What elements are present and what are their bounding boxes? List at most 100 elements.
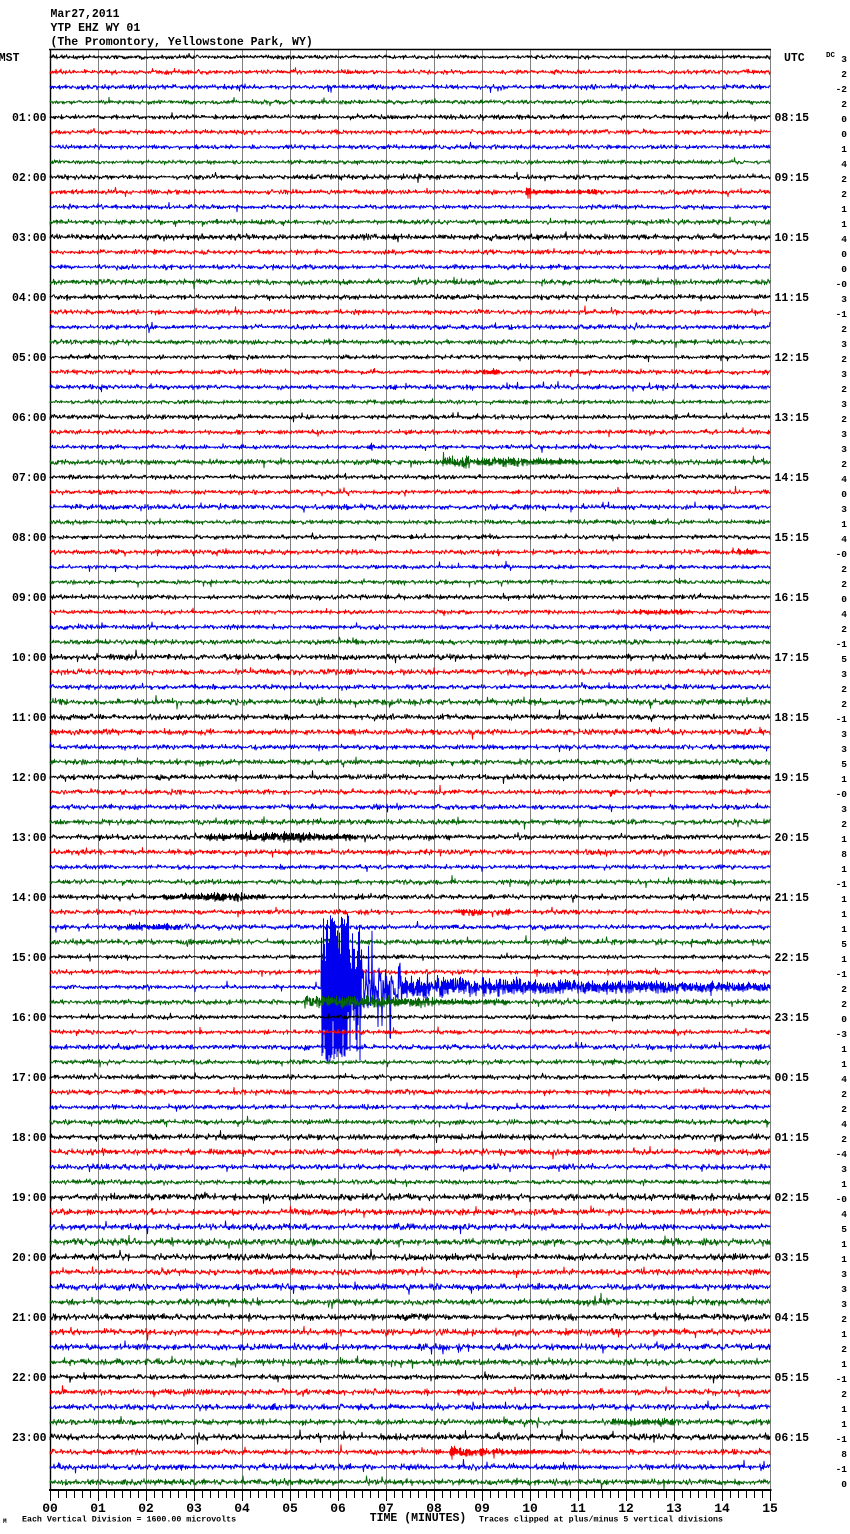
svg-text:8: 8 bbox=[841, 849, 847, 860]
svg-text:3: 3 bbox=[841, 339, 847, 350]
svg-text:3: 3 bbox=[841, 399, 847, 410]
svg-text:23:00: 23:00 bbox=[12, 1432, 47, 1445]
svg-text:MST: MST bbox=[0, 52, 20, 65]
svg-text:4: 4 bbox=[841, 609, 847, 620]
svg-text:21:15: 21:15 bbox=[775, 892, 810, 905]
svg-text:1: 1 bbox=[841, 1254, 847, 1265]
svg-text:-0: -0 bbox=[836, 549, 848, 560]
svg-text:06:00: 06:00 bbox=[12, 412, 47, 425]
svg-text:5: 5 bbox=[841, 939, 847, 950]
svg-text:1: 1 bbox=[841, 864, 847, 875]
svg-text:2: 2 bbox=[841, 684, 847, 695]
svg-text:Each Vertical Division = 1600.: Each Vertical Division = 1600.00 microvo… bbox=[22, 1515, 236, 1525]
svg-text:05:15: 05:15 bbox=[775, 1372, 810, 1385]
svg-text:10:00: 10:00 bbox=[12, 652, 47, 665]
svg-text:09:00: 09:00 bbox=[12, 592, 47, 605]
svg-text:1: 1 bbox=[841, 219, 847, 230]
svg-text:3: 3 bbox=[841, 54, 847, 65]
svg-text:12: 12 bbox=[618, 1501, 634, 1516]
svg-text:1: 1 bbox=[841, 894, 847, 905]
svg-text:-1: -1 bbox=[836, 969, 848, 980]
svg-text:2: 2 bbox=[841, 1389, 847, 1400]
svg-text:5: 5 bbox=[841, 759, 847, 770]
svg-text:2: 2 bbox=[841, 1134, 847, 1145]
svg-text:02: 02 bbox=[138, 1501, 154, 1516]
svg-text:4: 4 bbox=[841, 159, 847, 170]
svg-text:2: 2 bbox=[841, 174, 847, 185]
svg-text:08:00: 08:00 bbox=[12, 532, 47, 545]
svg-text:0: 0 bbox=[841, 1014, 847, 1025]
svg-text:19:00: 19:00 bbox=[12, 1192, 47, 1205]
svg-text:Traces clipped at plus/minus 5: Traces clipped at plus/minus 5 vertical … bbox=[479, 1515, 723, 1525]
svg-text:1: 1 bbox=[841, 1359, 847, 1370]
svg-text:1: 1 bbox=[841, 909, 847, 920]
svg-text:13: 13 bbox=[666, 1501, 682, 1516]
svg-text:1: 1 bbox=[841, 774, 847, 785]
svg-text:4: 4 bbox=[841, 1119, 847, 1130]
svg-text:01:15: 01:15 bbox=[775, 1132, 810, 1145]
svg-text:12:00: 12:00 bbox=[12, 772, 47, 785]
svg-text:1: 1 bbox=[841, 1329, 847, 1340]
svg-text:22:15: 22:15 bbox=[775, 952, 810, 965]
svg-text:3: 3 bbox=[841, 744, 847, 755]
svg-text:5: 5 bbox=[841, 1224, 847, 1235]
svg-text:2: 2 bbox=[841, 99, 847, 110]
svg-text:20:15: 20:15 bbox=[775, 832, 810, 845]
svg-text:17:15: 17:15 bbox=[775, 652, 810, 665]
svg-text:02:00: 02:00 bbox=[12, 172, 47, 185]
svg-text:11: 11 bbox=[570, 1501, 586, 1516]
svg-text:04:15: 04:15 bbox=[775, 1312, 810, 1325]
svg-text:2: 2 bbox=[841, 414, 847, 425]
svg-text:03:15: 03:15 bbox=[775, 1252, 810, 1265]
svg-text:18:15: 18:15 bbox=[775, 712, 810, 725]
svg-text:-1: -1 bbox=[836, 1464, 848, 1475]
svg-text:3: 3 bbox=[841, 729, 847, 740]
svg-text:23:15: 23:15 bbox=[775, 1012, 810, 1025]
svg-text:0: 0 bbox=[841, 249, 847, 260]
svg-text:13:15: 13:15 bbox=[775, 412, 810, 425]
svg-text:3: 3 bbox=[841, 504, 847, 515]
svg-text:01:00: 01:00 bbox=[12, 112, 47, 125]
svg-text:03: 03 bbox=[186, 1501, 202, 1516]
svg-text:2: 2 bbox=[841, 459, 847, 470]
svg-text:11:15: 11:15 bbox=[775, 292, 810, 305]
svg-text:-1: -1 bbox=[836, 1434, 848, 1445]
svg-text:2: 2 bbox=[841, 324, 847, 335]
svg-text:08:15: 08:15 bbox=[775, 112, 810, 125]
svg-text:-1: -1 bbox=[836, 309, 848, 320]
svg-text:3: 3 bbox=[841, 444, 847, 455]
svg-text:22:00: 22:00 bbox=[12, 1372, 47, 1385]
svg-text:3: 3 bbox=[841, 669, 847, 680]
svg-text:-4: -4 bbox=[836, 1149, 848, 1160]
svg-text:04:00: 04:00 bbox=[12, 292, 47, 305]
svg-text:-0: -0 bbox=[836, 1194, 848, 1205]
svg-text:0: 0 bbox=[841, 129, 847, 140]
svg-text:-1: -1 bbox=[836, 639, 848, 650]
svg-text:15:15: 15:15 bbox=[775, 532, 810, 545]
svg-text:08: 08 bbox=[426, 1501, 442, 1516]
svg-text:05:00: 05:00 bbox=[12, 352, 47, 365]
svg-text:3: 3 bbox=[841, 804, 847, 815]
svg-text:2: 2 bbox=[841, 1089, 847, 1100]
svg-text:11:00: 11:00 bbox=[12, 712, 47, 725]
svg-text:UTC: UTC bbox=[784, 52, 805, 65]
svg-text:10: 10 bbox=[522, 1501, 538, 1516]
svg-text:1: 1 bbox=[841, 954, 847, 965]
svg-text:03:00: 03:00 bbox=[12, 232, 47, 245]
svg-text:0: 0 bbox=[841, 489, 847, 500]
svg-text:0: 0 bbox=[841, 1479, 847, 1490]
svg-text:2: 2 bbox=[841, 999, 847, 1010]
svg-text:1: 1 bbox=[841, 1044, 847, 1055]
svg-text:1: 1 bbox=[841, 1059, 847, 1070]
svg-text:01: 01 bbox=[90, 1501, 106, 1516]
svg-text:1: 1 bbox=[841, 834, 847, 845]
svg-text:2: 2 bbox=[841, 1104, 847, 1115]
svg-text:0: 0 bbox=[841, 114, 847, 125]
svg-text:21:00: 21:00 bbox=[12, 1312, 47, 1325]
svg-text:4: 4 bbox=[841, 474, 847, 485]
svg-text:09: 09 bbox=[474, 1501, 490, 1516]
svg-text:2: 2 bbox=[841, 69, 847, 80]
svg-text:14: 14 bbox=[714, 1501, 730, 1516]
svg-text:3: 3 bbox=[841, 1269, 847, 1280]
svg-text:07:00: 07:00 bbox=[12, 472, 47, 485]
